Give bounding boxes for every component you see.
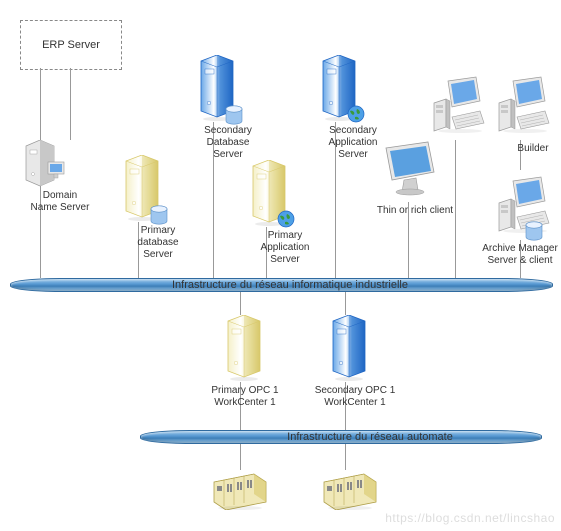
secondary-db — [195, 55, 239, 126]
plc-2 — [320, 470, 380, 515]
connector-line — [70, 68, 71, 140]
primary-db-label: Primary database Server — [113, 225, 203, 261]
client-label: Thin or rich client — [370, 205, 460, 217]
secondary-db-label: Secondary Database Server — [183, 125, 273, 161]
bus-it-label: Infrastructure du réseau informatique in… — [160, 279, 420, 291]
builder-2-label: Builder — [488, 143, 561, 155]
secondary-opc-label: Secondary OPC 1 WorkCenter 1 — [310, 385, 400, 409]
bus-auto-label: Infrastructure du réseau automate — [240, 431, 500, 443]
connector-line — [240, 443, 241, 470]
builder-2 — [495, 75, 553, 140]
primary-opc-label: Primary OPC 1 WorkCenter 1 — [200, 385, 290, 409]
domain-name-server-label: Domain Name Server — [15, 190, 105, 214]
secondary-app — [317, 55, 361, 126]
monitor-icon — [46, 160, 68, 187]
plc-1 — [210, 470, 270, 515]
secondary-opc — [327, 315, 371, 386]
connector-line — [345, 443, 346, 470]
watermark: https://blog.csdn.net/lincshao — [385, 511, 555, 525]
builder-1 — [430, 75, 488, 140]
primary-opc — [222, 315, 266, 386]
client — [380, 140, 440, 205]
erp-server-box: ERP Server — [20, 20, 122, 70]
primary-app — [247, 160, 291, 231]
archive-mgr-label: Archive Manager Server & client — [475, 243, 561, 267]
connector-line — [345, 290, 346, 315]
archive-mgr — [495, 175, 553, 240]
primary-db — [120, 155, 164, 226]
primary-app-label: Primary Application Server — [240, 230, 330, 266]
connector-line — [240, 290, 241, 315]
